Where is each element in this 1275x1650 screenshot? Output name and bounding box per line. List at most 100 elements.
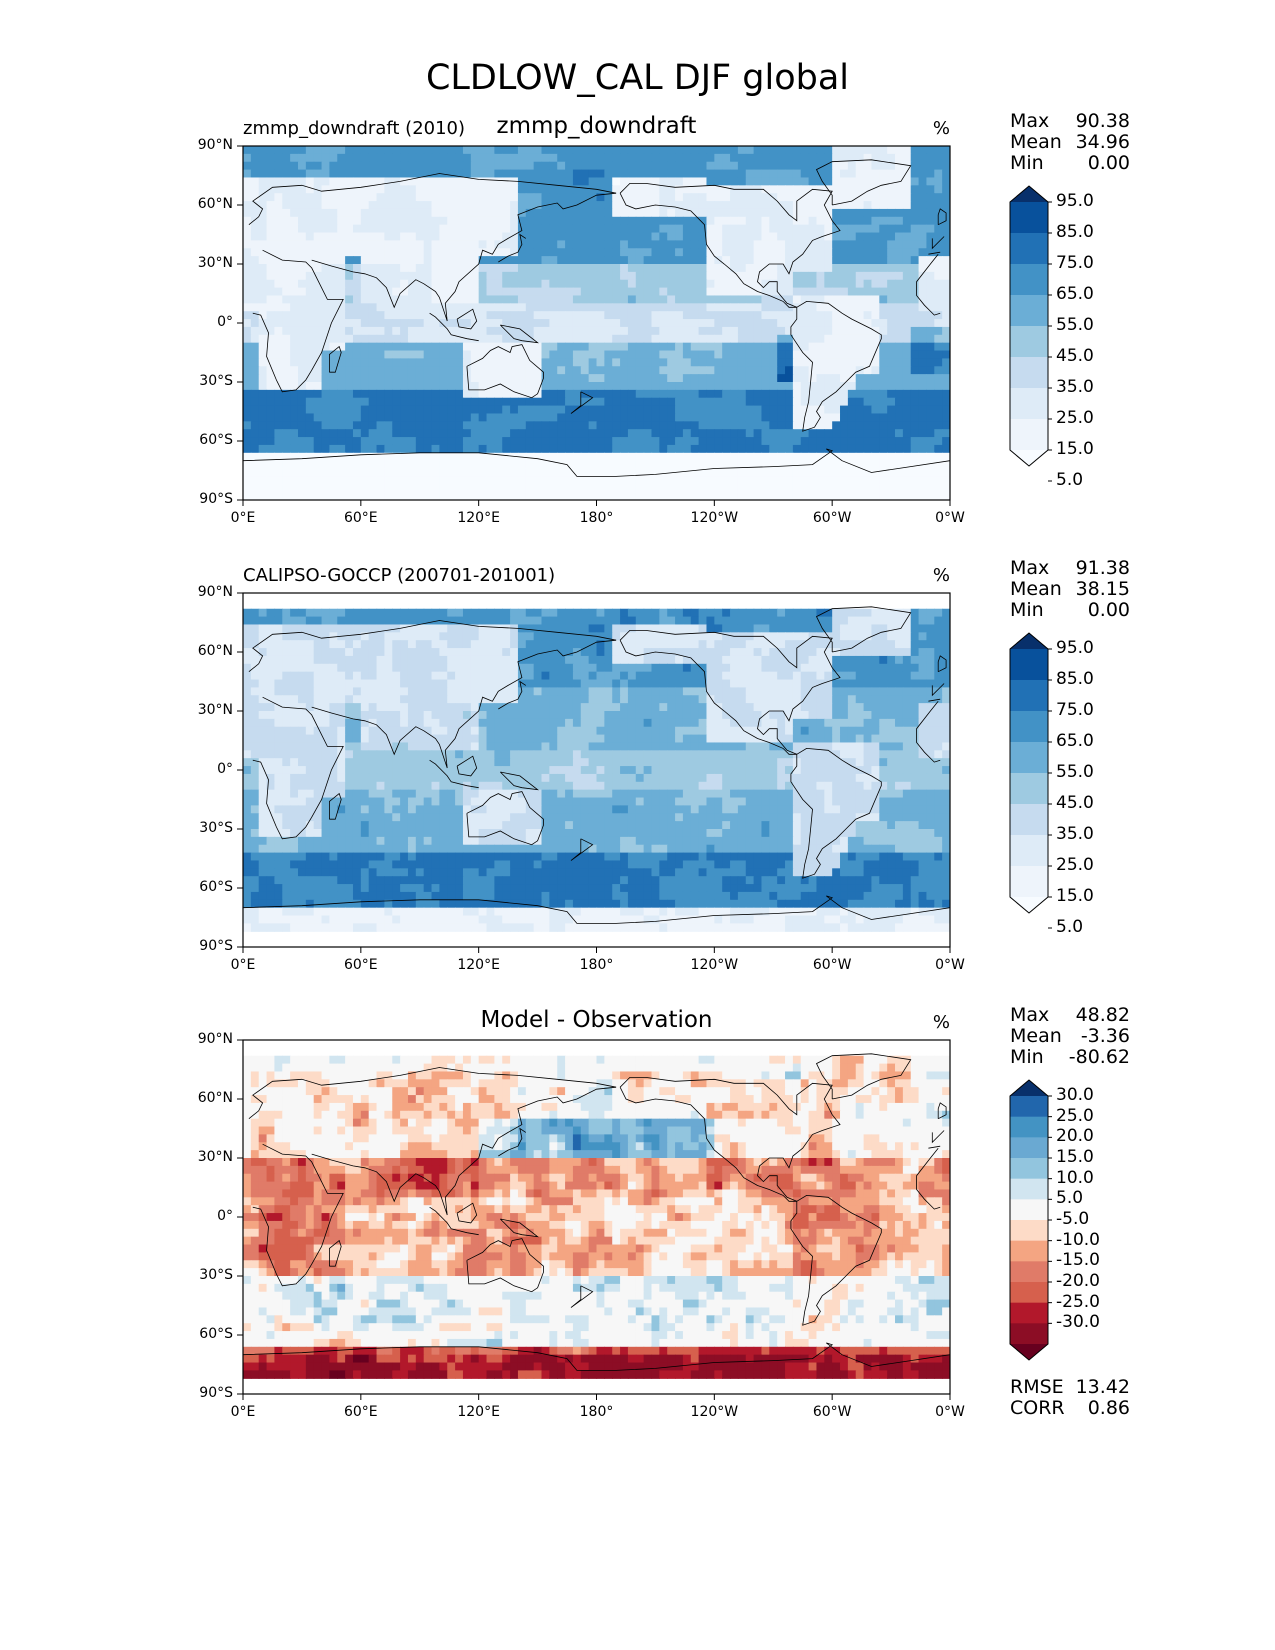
field-cell	[525, 640, 535, 649]
field-cell	[596, 366, 605, 375]
field-cell	[541, 460, 550, 470]
field-cell	[392, 342, 401, 352]
field-cell	[942, 319, 950, 328]
field-cell	[659, 232, 668, 241]
field-cell	[297, 295, 307, 304]
field-cell	[816, 185, 825, 194]
field-cell	[934, 311, 943, 320]
field-cell	[580, 287, 590, 297]
field-cell	[753, 177, 763, 186]
field-cell	[423, 671, 433, 681]
field-cell	[470, 492, 480, 500]
field-cell	[698, 224, 708, 234]
field-cell	[557, 208, 566, 218]
field-cell	[863, 468, 873, 477]
field-cell	[439, 264, 448, 273]
field-cell	[942, 366, 950, 375]
field-cell	[376, 146, 385, 155]
field-cell	[918, 350, 928, 359]
field-cell	[345, 264, 354, 273]
field-cell	[321, 153, 331, 163]
field-cell	[368, 444, 378, 454]
field-cell	[486, 413, 495, 422]
field-cell	[502, 429, 511, 438]
field-cell	[478, 193, 488, 202]
field-cell	[447, 608, 456, 618]
field-cell	[902, 185, 912, 194]
field-cell	[596, 232, 605, 241]
field-cell	[580, 663, 590, 673]
field-cell	[557, 161, 566, 171]
field-cell	[800, 216, 810, 226]
field-cell	[533, 460, 543, 470]
field-cell	[329, 177, 338, 186]
field-cell	[722, 216, 731, 226]
field-cell	[400, 264, 409, 273]
field-cell	[360, 334, 370, 344]
field-cell	[659, 295, 668, 304]
field-cell	[785, 216, 794, 226]
field-cell	[730, 624, 739, 633]
field-cell	[337, 303, 346, 312]
field-cell	[258, 216, 268, 226]
field-cell	[934, 429, 943, 438]
field-cell	[667, 279, 676, 289]
field-cell	[832, 397, 841, 407]
field-cell	[588, 679, 598, 688]
field-cell	[486, 429, 495, 438]
field-cell	[533, 185, 543, 194]
field-cell	[352, 382, 362, 391]
field-cell	[816, 492, 825, 500]
field-cell	[470, 374, 480, 383]
field-cell	[612, 421, 621, 430]
field-cell	[439, 185, 448, 194]
field-cell	[745, 146, 755, 155]
field-cell	[376, 413, 385, 422]
field-cell	[918, 264, 928, 273]
field-cell	[423, 342, 433, 352]
field-cell	[337, 663, 346, 673]
field-cell	[517, 374, 527, 383]
field-cell	[329, 397, 338, 407]
field-cell	[926, 460, 935, 470]
field-cell	[879, 303, 888, 312]
field-cell	[243, 169, 252, 179]
field-cell	[360, 201, 370, 210]
field-cell	[321, 366, 331, 375]
field-cell	[337, 679, 346, 688]
field-cell	[580, 350, 590, 359]
field-cell	[706, 476, 715, 485]
field-cell	[486, 193, 495, 202]
field-cell	[769, 444, 778, 454]
field-cell	[926, 146, 935, 155]
field-cell	[557, 397, 566, 407]
field-cell	[478, 319, 488, 328]
field-cell	[643, 146, 653, 155]
field-cell	[313, 326, 323, 336]
field-cell	[439, 146, 448, 155]
field-cell	[792, 437, 802, 446]
field-cell	[659, 429, 668, 438]
field-cell	[753, 421, 763, 430]
field-cell	[431, 492, 440, 500]
field-cell	[792, 319, 802, 328]
field-cell	[510, 153, 519, 163]
field-cell	[557, 671, 566, 681]
field-cell	[282, 216, 291, 226]
field-cell	[455, 240, 464, 249]
field-cell	[250, 185, 260, 194]
field-cell	[855, 201, 865, 210]
field-cell	[470, 201, 480, 210]
field-cell	[447, 146, 456, 155]
field-cell	[667, 326, 676, 336]
field-cell	[517, 366, 527, 375]
field-cell	[384, 169, 393, 179]
field-cell	[934, 397, 943, 407]
field-cell	[745, 319, 755, 328]
field-cell	[502, 169, 511, 179]
field-cell	[918, 382, 928, 391]
field-cell	[942, 648, 950, 657]
field-cell	[895, 608, 904, 618]
field-cell	[368, 201, 378, 210]
field-cell	[282, 208, 291, 218]
